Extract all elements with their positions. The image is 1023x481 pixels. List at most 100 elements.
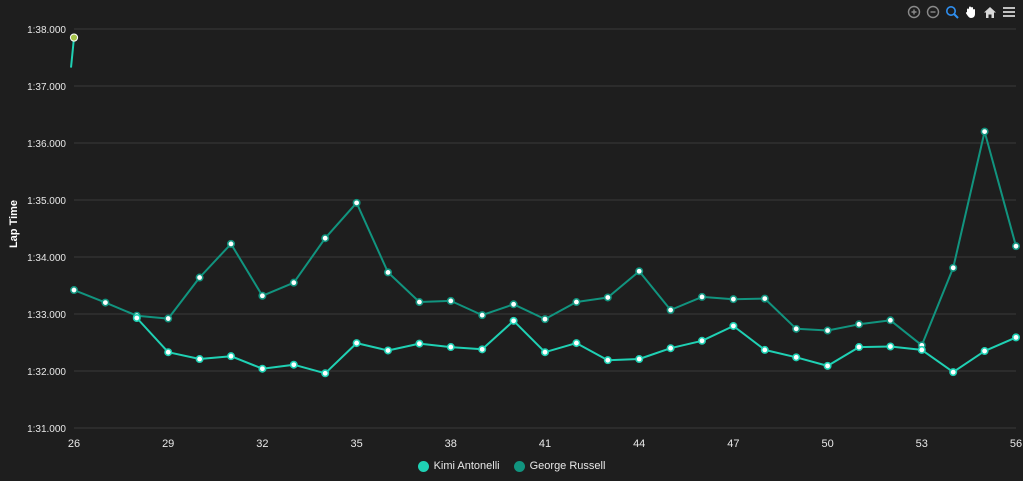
data-point[interactable]	[195, 355, 204, 364]
x-tick-label: 35	[350, 438, 362, 450]
data-point[interactable]	[258, 291, 267, 300]
data-point[interactable]	[509, 316, 518, 325]
data-point[interactable]	[509, 300, 518, 309]
series-line-segment	[70, 37, 75, 68]
x-tick-label: 44	[633, 438, 645, 450]
data-point[interactable]	[352, 198, 361, 207]
data-point[interactable]	[1011, 242, 1020, 251]
data-point[interactable]	[227, 352, 236, 361]
y-tick-label: 1:34.000	[27, 253, 66, 264]
reset-home-icon[interactable]	[982, 4, 998, 20]
data-point[interactable]	[792, 353, 801, 362]
data-point[interactable]	[540, 315, 549, 324]
chart-legend: Kimi Antonelli George Russell	[0, 460, 1023, 472]
data-point[interactable]	[289, 278, 298, 287]
data-point[interactable]	[792, 324, 801, 333]
data-point[interactable]	[697, 336, 706, 345]
data-point[interactable]	[635, 355, 644, 364]
data-point[interactable]	[886, 342, 895, 351]
data-point[interactable]	[729, 295, 738, 304]
data-point[interactable]	[446, 296, 455, 305]
y-tick-label: 1:35.000	[27, 196, 66, 207]
data-point[interactable]	[823, 326, 832, 335]
data-point[interactable]	[729, 321, 738, 330]
data-point[interactable]	[949, 263, 958, 272]
data-point[interactable]	[603, 356, 612, 365]
data-point[interactable]	[258, 364, 267, 373]
grid-lines	[74, 28, 1016, 429]
data-point[interactable]	[697, 292, 706, 301]
x-tick-label: 53	[916, 438, 928, 450]
data-point[interactable]	[760, 294, 769, 303]
series-lines	[70, 37, 1017, 375]
x-tick-label: 29	[162, 438, 174, 450]
data-point[interactable]	[415, 298, 424, 307]
selection-zoom-icon[interactable]	[944, 4, 960, 20]
y-tick-label: 1:38.000	[27, 25, 66, 36]
data-point[interactable]	[195, 273, 204, 282]
data-point[interactable]	[666, 344, 675, 353]
legend-item-series-2[interactable]: George Russell	[513, 460, 606, 472]
x-tick-label: 32	[256, 438, 268, 450]
y-tick-label: 1:32.000	[27, 367, 66, 378]
legend-item-series-1[interactable]: Kimi Antonelli	[417, 460, 500, 472]
data-point[interactable]	[603, 293, 612, 302]
x-axis-ticks: 26 29 32 35 38 41 44 47 50 53 56	[68, 438, 1022, 450]
data-point[interactable]	[446, 343, 455, 352]
data-point[interactable]	[289, 360, 298, 369]
data-point[interactable]	[666, 306, 675, 315]
y-axis-ticks: 1:31.000 1:32.000 1:33.000 1:34.000 1:35.000…	[27, 25, 66, 435]
x-tick-label: 50	[821, 438, 833, 450]
data-point[interactable]	[383, 346, 392, 355]
data-point[interactable]	[132, 313, 141, 322]
data-point[interactable]	[572, 339, 581, 348]
legend-marker	[513, 460, 525, 472]
data-point[interactable]	[949, 368, 958, 377]
data-point[interactable]	[980, 127, 989, 136]
legend-label: George Russell	[529, 460, 606, 472]
menu-icon[interactable]	[1001, 4, 1017, 20]
data-point[interactable]	[478, 311, 487, 320]
data-point[interactable]	[101, 298, 110, 307]
data-point[interactable]	[321, 369, 330, 378]
zoom-out-icon[interactable]	[925, 4, 941, 20]
data-point[interactable]	[854, 343, 863, 352]
data-point[interactable]	[760, 345, 769, 354]
legend-marker	[417, 460, 429, 472]
zoom-in-icon[interactable]	[906, 4, 922, 20]
x-tick-label: 41	[539, 438, 551, 450]
data-point[interactable]	[886, 316, 895, 325]
data-point[interactable]	[854, 320, 863, 329]
data-point[interactable]	[540, 348, 549, 357]
x-tick-label: 56	[1010, 438, 1022, 450]
data-point[interactable]	[1011, 333, 1020, 342]
chart-toolbar	[906, 4, 1017, 20]
y-tick-label: 1:31.000	[27, 424, 66, 435]
data-point[interactable]	[70, 286, 79, 295]
data-point[interactable]	[352, 339, 361, 348]
y-tick-label: 1:37.000	[27, 82, 66, 93]
legend-label: Kimi Antonelli	[433, 460, 500, 472]
x-tick-label: 38	[445, 438, 457, 450]
highlighted-data-point[interactable]	[69, 33, 79, 42]
x-tick-label: 47	[727, 438, 739, 450]
data-point[interactable]	[823, 361, 832, 370]
data-point[interactable]	[572, 298, 581, 307]
data-point[interactable]	[917, 345, 926, 354]
data-point[interactable]	[415, 339, 424, 348]
y-tick-label: 1:36.000	[27, 139, 66, 150]
pan-icon[interactable]	[963, 4, 979, 20]
x-tick-label: 26	[68, 438, 80, 450]
data-point[interactable]	[635, 267, 644, 276]
y-tick-label: 1:33.000	[27, 310, 66, 321]
data-point[interactable]	[321, 234, 330, 243]
data-point[interactable]	[383, 268, 392, 277]
data-point[interactable]	[164, 314, 173, 323]
series-line	[73, 130, 1017, 347]
data-point[interactable]	[478, 345, 487, 354]
data-point[interactable]	[980, 347, 989, 356]
data-point[interactable]	[164, 348, 173, 357]
data-point[interactable]	[227, 239, 236, 248]
